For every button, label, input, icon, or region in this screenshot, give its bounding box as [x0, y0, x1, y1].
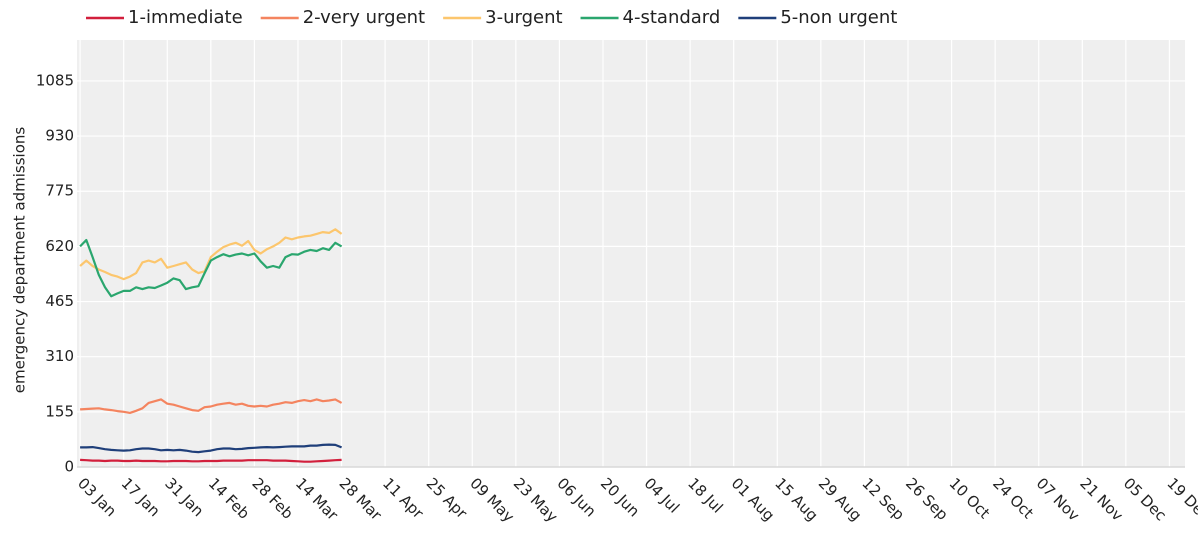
x-tick-label: 25 Apr — [423, 474, 472, 523]
x-tick-label: 31 Jan — [161, 474, 207, 520]
x-tick-label: 04 Jul — [641, 474, 683, 516]
x-tick-label: 28 Mar — [336, 474, 386, 524]
x-tick-label: 20 Jun — [597, 474, 643, 520]
data-line — [80, 443, 343, 454]
y-tick-label: 620 — [45, 237, 74, 255]
legend-label: 4-standard — [623, 7, 721, 28]
x-tick-label: 12 Sep — [858, 474, 908, 524]
legend-label: 3-urgent — [485, 7, 562, 28]
data-line — [79, 228, 343, 281]
data-line — [80, 398, 343, 414]
y-tick-label: 465 — [45, 292, 74, 310]
x-tick-label: 26 Sep — [902, 474, 952, 524]
x-tick-label: 05 Dec — [1120, 474, 1170, 524]
x-tick-label: 17 Jan — [118, 474, 164, 520]
y-tick-label: 1085 — [36, 71, 74, 89]
x-tick-label: 28 Feb — [248, 474, 296, 522]
data-line — [79, 238, 343, 298]
x-tick-label: 18 Jul — [684, 474, 726, 516]
y-axis-label: emergency department admissions — [11, 127, 29, 394]
x-tick-label: 10 Oct — [946, 474, 994, 522]
y-tick-label: 0 — [64, 458, 74, 476]
y-tick-label: 930 — [45, 127, 74, 145]
x-tick-label: 24 Oct — [989, 474, 1037, 522]
x-tick-label: 01 Aug — [728, 474, 778, 524]
x-tick-label: 03 Jan — [74, 474, 120, 520]
y-tick-label: 310 — [45, 347, 74, 365]
x-tick-label: 14 Mar — [292, 474, 342, 524]
x-tick-label: 11 Apr — [379, 474, 428, 523]
data-line — [80, 458, 342, 463]
x-tick-label: 19 Dec — [1163, 474, 1198, 524]
x-tick-label: 09 May — [466, 474, 518, 526]
x-tick-label: 15 Aug — [771, 474, 821, 524]
x-tick-label: 07 Nov — [1033, 474, 1083, 524]
y-tick-label: 775 — [45, 182, 74, 200]
legend-label: 2-very urgent — [303, 7, 425, 28]
legend-label: 5-non urgent — [780, 7, 897, 28]
y-tick-label: 155 — [45, 402, 74, 420]
x-tick-label: 14 Feb — [205, 474, 253, 522]
x-tick-label: 29 Aug — [815, 474, 865, 524]
legend-label: 1-immediate — [128, 7, 243, 28]
x-tick-label: 23 May — [510, 474, 562, 526]
x-tick-label: 21 Nov — [1076, 474, 1126, 524]
